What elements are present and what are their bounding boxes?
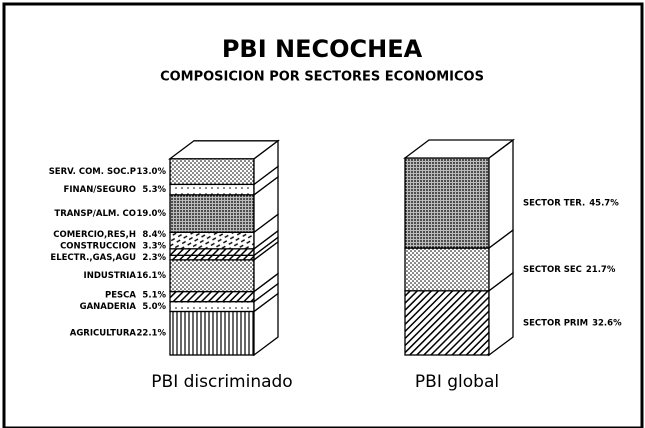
bar-segment <box>404 290 490 356</box>
segment-value: 22.1% <box>137 329 167 339</box>
segment-value: 45.7% <box>589 199 619 209</box>
segment-value: 5.1% <box>142 291 166 301</box>
segment-label: COMERCIO,RES,H <box>53 230 136 240</box>
segment-label: TRANSP/ALM. CO <box>54 209 136 219</box>
x-axis-label: PBI global <box>415 372 499 392</box>
segment-label: GANADERIA <box>80 302 137 312</box>
bar-segment <box>169 158 255 186</box>
segment-value: 5.0% <box>142 302 166 312</box>
chart-title: PBI NECOCHEA <box>222 35 423 63</box>
bar-segment <box>169 248 255 256</box>
bar-segment <box>169 231 255 250</box>
segment-value: 3.3% <box>142 242 166 252</box>
segment-label: SECTOR PRIM <box>523 318 588 328</box>
bar-segment <box>169 310 255 356</box>
segment-label: CONSTRUCCION <box>60 242 136 252</box>
segment-value: 8.4% <box>142 230 166 240</box>
segment-value: 21.7% <box>586 265 616 275</box>
segment-label: INDUSTRIA <box>84 271 137 281</box>
bar-segment <box>169 259 255 293</box>
bar-segment <box>404 157 490 249</box>
bar-segment <box>169 194 255 233</box>
bar-segment <box>169 290 255 303</box>
segment-value: 32.6% <box>592 318 622 328</box>
segment-label: ELECTR.,GAS,AGU <box>50 253 136 263</box>
segment-label: SECTOR SEC <box>523 265 582 275</box>
segment-label: SERV. COM. SOC.P <box>49 167 136 177</box>
segment-label: AGRICULTURA <box>70 329 137 339</box>
segment-label: FINAN/SEGURO <box>64 185 136 195</box>
bar-top <box>403 139 515 159</box>
segment-value: 16.1% <box>137 271 167 281</box>
bar-segment <box>404 247 490 292</box>
segment-value: 5.3% <box>142 185 166 195</box>
segment-label: SECTOR TER. <box>523 199 585 209</box>
bar-segment <box>169 254 255 261</box>
segment-value: 2.3% <box>142 253 166 263</box>
chart-subtitle: COMPOSICION POR SECTORES ECONOMICOS <box>160 70 484 85</box>
bar-segment <box>169 300 255 313</box>
bar-top <box>168 140 280 160</box>
bar-segment <box>169 183 255 196</box>
segment-value: 19.0% <box>137 209 167 219</box>
segment-value: 13.0% <box>137 167 167 177</box>
bar-side <box>488 138 514 250</box>
segment-label: PESCA <box>105 291 136 301</box>
x-axis-label: PBI discriminado <box>151 372 292 392</box>
